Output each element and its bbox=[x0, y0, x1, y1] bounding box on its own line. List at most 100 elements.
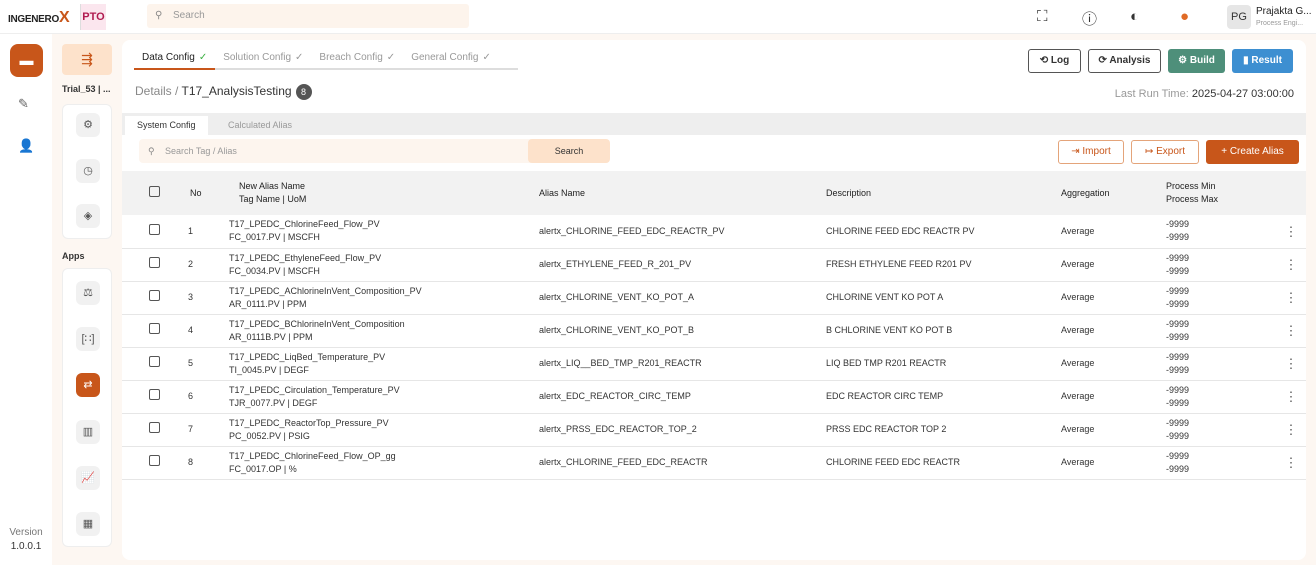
alias-name: alertx_ETHYLENE_FEED_R_201_PV bbox=[539, 248, 826, 282]
user-name: Prajakta G... bbox=[1256, 6, 1312, 17]
row-checkbox[interactable] bbox=[149, 455, 160, 466]
row-select-cell bbox=[122, 347, 180, 381]
process-range: -9999 -9999 bbox=[1166, 314, 1276, 348]
last-run-value: 2025-04-27 03:00:00 bbox=[1191, 88, 1294, 100]
help-icon[interactable]: ⓘ bbox=[1082, 11, 1098, 28]
row-checkbox[interactable] bbox=[149, 422, 160, 433]
row-no: 4 bbox=[180, 314, 229, 348]
subtab-system-config[interactable]: System Config bbox=[125, 116, 208, 135]
tab-label: Breach Config bbox=[319, 52, 383, 63]
rail-home-icon[interactable]: ▬ bbox=[10, 44, 43, 77]
global-search-input[interactable]: ⚲ Search bbox=[147, 4, 469, 28]
row-new-alias-cell: T17_LPEDC_BChlorineInVent_Composition AR_… bbox=[229, 314, 539, 348]
analysis-button[interactable]: ⟳ Analysis bbox=[1088, 49, 1161, 73]
subtab-calculated-alias[interactable]: Calculated Alias bbox=[228, 120, 293, 130]
alias-table: No New Alias Name Tag Name | UoM Alias Na… bbox=[122, 171, 1306, 480]
table-row: 3 T17_LPEDC_AChlorineInVent_Composition_… bbox=[122, 281, 1306, 315]
theme-toggle-icon[interactable]: ◐ bbox=[1130, 8, 1140, 25]
create-alias-button[interactable]: + Create Alias bbox=[1206, 140, 1299, 164]
tag-uom: TI_0045.PV | DEGF bbox=[229, 364, 309, 375]
breadcrumb: Details / T17_AnalysisTesting 8 bbox=[135, 84, 312, 100]
row-new-alias-cell: T17_LPEDC_EthyleneFeed_Flow_PV FC_0034.PV… bbox=[229, 248, 539, 282]
process-min: -9999 bbox=[1166, 417, 1190, 428]
row-more-icon[interactable]: ⋮ bbox=[1276, 413, 1306, 447]
row-checkbox[interactable] bbox=[149, 323, 160, 334]
row-checkbox[interactable] bbox=[149, 257, 160, 268]
last-run-time: Last Run Time: 2025-04-27 03:00:00 bbox=[1115, 88, 1294, 100]
settings-db-icon[interactable]: ⚙ bbox=[76, 113, 100, 137]
process-max: -9999 bbox=[1166, 430, 1190, 441]
select-all-checkbox[interactable] bbox=[149, 185, 160, 197]
col-description: Description bbox=[826, 171, 1061, 215]
search-button[interactable]: Search bbox=[528, 139, 610, 163]
fullscreen-icon[interactable]: ⛶ bbox=[1037, 8, 1048, 25]
tab-data-config[interactable]: Data Config ✓ bbox=[134, 48, 216, 70]
build-label: Build bbox=[1189, 55, 1215, 66]
row-more-icon[interactable]: ⋮ bbox=[1276, 380, 1306, 414]
chart-search-icon[interactable]: ▥ bbox=[76, 420, 100, 444]
row-select-cell bbox=[122, 248, 180, 282]
export-button[interactable]: ↦ Export bbox=[1131, 140, 1199, 164]
aggregation: Average bbox=[1061, 248, 1166, 282]
row-no: 8 bbox=[180, 446, 229, 480]
search-icon: ⚲ bbox=[148, 146, 155, 156]
tag-icon[interactable]: ◈ bbox=[76, 204, 100, 228]
row-new-alias-cell: T17_LPEDC_AChlorineInVent_Composition_PV… bbox=[229, 281, 539, 315]
log-button[interactable]: ⟲ Log bbox=[1028, 49, 1081, 73]
process-max: -9999 bbox=[1166, 397, 1190, 408]
row-more-icon[interactable]: ⋮ bbox=[1276, 314, 1306, 348]
row-more-icon[interactable]: ⋮ bbox=[1276, 281, 1306, 315]
aggregation: Average bbox=[1061, 314, 1166, 348]
process-range: -9999 -9999 bbox=[1166, 248, 1276, 282]
description: CHLORINE VENT KO POT A bbox=[826, 281, 1061, 315]
row-more-icon[interactable]: ⋮ bbox=[1276, 347, 1306, 381]
import-button[interactable]: ⇥ Import bbox=[1058, 140, 1124, 164]
apps-label: Apps bbox=[62, 251, 85, 261]
row-checkbox[interactable] bbox=[149, 389, 160, 400]
description: PRSS EDC REACTOR TOP 2 bbox=[826, 413, 1061, 447]
rail-users-icon[interactable]: 👤 bbox=[18, 138, 35, 153]
tab-label: Data Config bbox=[142, 52, 195, 63]
process-max: -9999 bbox=[1166, 463, 1190, 474]
result-button[interactable]: ▮ Result bbox=[1232, 49, 1293, 73]
breadcrumb-root[interactable]: Details bbox=[135, 84, 172, 98]
description: B CHLORINE VENT KO POT B bbox=[826, 314, 1061, 348]
table-row: 8 T17_LPEDC_ChlorineFeed_Flow_OP_gg FC_00… bbox=[122, 446, 1306, 480]
trend-icon[interactable]: 📈 bbox=[76, 466, 100, 490]
row-checkbox[interactable] bbox=[149, 223, 160, 235]
row-more-icon[interactable]: ⋮ bbox=[1276, 248, 1306, 282]
tab-label: General Config bbox=[411, 52, 479, 63]
description: FRESH ETHYLENE FEED R201 PV bbox=[826, 248, 1061, 282]
balance-icon[interactable]: ⚖ bbox=[76, 281, 100, 305]
description: CHLORINE FEED EDC REACTR bbox=[826, 446, 1061, 480]
grid-apps-icon[interactable]: ▦ bbox=[76, 512, 100, 536]
avatar[interactable]: PG bbox=[1227, 5, 1251, 29]
search-placeholder: Search Tag / Alias bbox=[165, 146, 237, 156]
new-alias-name: T17_LPEDC_AChlorineInVent_Composition_PV bbox=[229, 285, 422, 296]
alias-app-icon[interactable]: ⇄ bbox=[76, 373, 100, 397]
tab-breach-config[interactable]: Breach Config ✓ bbox=[311, 48, 403, 68]
row-more-icon[interactable]: ⋮ bbox=[1276, 215, 1306, 249]
build-button[interactable]: ⚙ Build bbox=[1168, 49, 1225, 73]
tab-solution-config[interactable]: Solution Config ✓ bbox=[215, 48, 311, 68]
main-card: Data Config ✓ Solution Config ✓ Breach Con… bbox=[122, 40, 1306, 560]
process-min: -9999 bbox=[1166, 384, 1190, 395]
menu-toggle-icon[interactable]: ⇶ bbox=[62, 44, 112, 75]
row-checkbox[interactable] bbox=[149, 356, 160, 367]
row-checkbox[interactable] bbox=[149, 290, 160, 301]
notification-bell-icon[interactable]: ● bbox=[1180, 8, 1190, 25]
row-new-alias-cell: T17_LPEDC_LiqBed_Temperature_PV TI_0045.P… bbox=[229, 347, 539, 381]
new-alias-name: T17_LPEDC_Circulation_Temperature_PV bbox=[229, 384, 400, 395]
history-icon[interactable]: ◷ bbox=[76, 159, 100, 183]
process-min: -9999 bbox=[1166, 450, 1190, 461]
tab-general-config[interactable]: General Config ✓ bbox=[403, 48, 499, 68]
last-run-label: Last Run Time: bbox=[1114, 88, 1189, 100]
new-alias-name: T17_LPEDC_EthyleneFeed_Flow_PV bbox=[229, 252, 382, 263]
row-select-cell bbox=[122, 446, 180, 480]
rail-edit-icon[interactable]: ✎ bbox=[18, 96, 29, 111]
breadcrumb-current: T17_AnalysisTesting bbox=[181, 84, 292, 98]
row-select-cell bbox=[122, 281, 180, 315]
matrix-icon[interactable]: [∷] bbox=[76, 327, 100, 351]
row-more-icon[interactable]: ⋮ bbox=[1276, 446, 1306, 480]
table-row: 7 T17_LPEDC_ReactorTop_Pressure_PV PC_005… bbox=[122, 413, 1306, 447]
